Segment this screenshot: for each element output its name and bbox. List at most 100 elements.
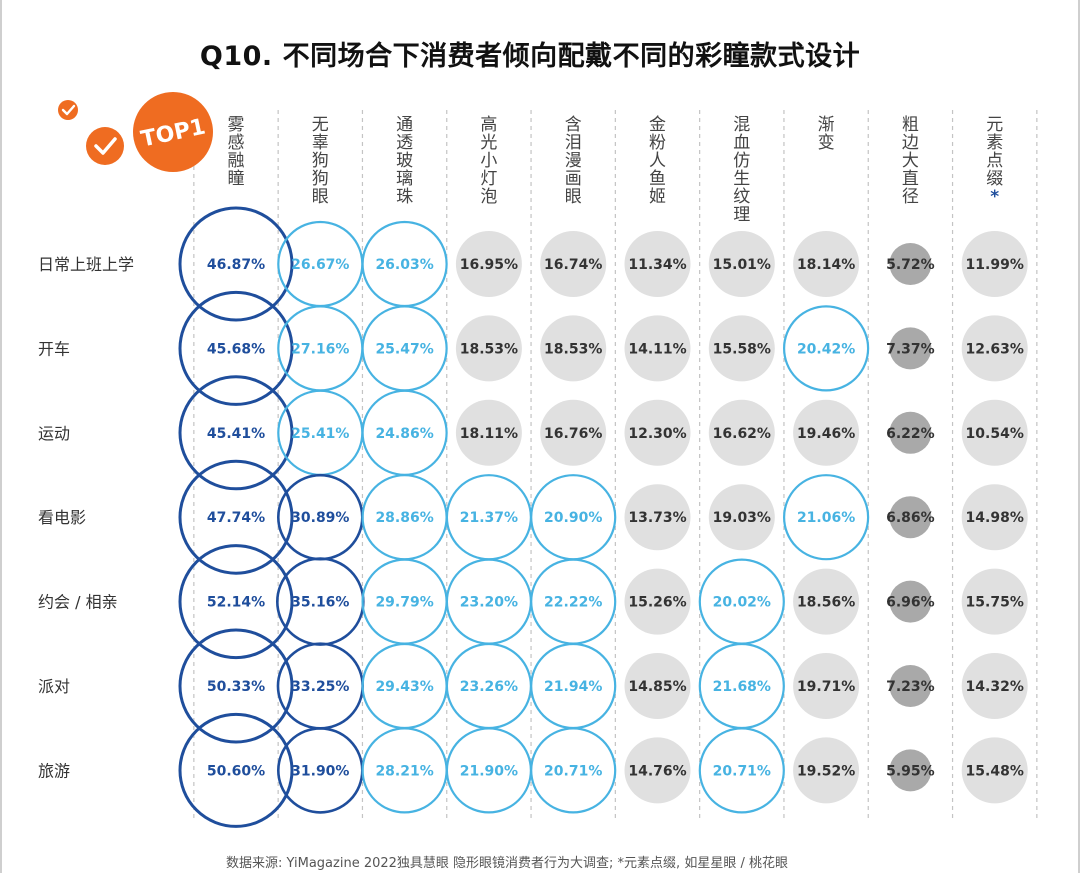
- value-circle-small: [889, 496, 932, 539]
- column-header: 金粉人鱼姬: [649, 115, 666, 207]
- value-label: 19.71%: [797, 679, 855, 695]
- value-circle-gray: [624, 484, 691, 551]
- value-circle-top3: [782, 474, 870, 561]
- value-label: 18.53%: [544, 341, 602, 357]
- value-label: 20.90%: [544, 510, 602, 526]
- value-circle-gray: [624, 231, 691, 297]
- row-label: 运动: [38, 424, 70, 443]
- value-label: 46.87%: [207, 257, 265, 273]
- value-label: 14.11%: [628, 341, 686, 357]
- value-circle-top1: [178, 290, 294, 406]
- value-circle-gray: [708, 231, 775, 297]
- value-label: 33.25%: [291, 679, 349, 695]
- chart-title: Q10. 不同场合下消费者倾向配戴不同的彩瞳款式设计: [199, 41, 861, 72]
- value-label: 6.96%: [886, 595, 935, 611]
- value-circle-gray: [624, 315, 691, 382]
- value-label: 20.71%: [713, 763, 771, 779]
- value-label: 20.42%: [797, 341, 855, 357]
- value-label: 21.06%: [797, 510, 855, 526]
- value-label: 18.14%: [797, 257, 855, 273]
- value-label: 15.01%: [713, 257, 771, 273]
- value-label: 14.85%: [628, 679, 686, 695]
- value-label: 45.68%: [207, 341, 265, 357]
- value-circle-top1: [178, 375, 294, 491]
- value-label: 7.23%: [886, 679, 935, 695]
- value-circle-gray: [793, 653, 860, 719]
- value-circle-gray: [793, 737, 860, 804]
- value-label: 18.53%: [460, 341, 518, 357]
- row-label: 开车: [38, 339, 70, 358]
- value-circle-top3: [782, 305, 870, 392]
- value-circle-gray: [455, 315, 522, 382]
- value-label: 12.63%: [966, 341, 1024, 357]
- value-label: 18.11%: [460, 426, 518, 442]
- column-header: 含泪漫画眼: [565, 115, 582, 207]
- value-circle-gray: [961, 231, 1028, 297]
- value-circle-gray: [540, 315, 607, 382]
- column-header: 粗边大直径: [902, 115, 919, 207]
- value-label: 20.71%: [544, 763, 602, 779]
- value-label: 45.41%: [207, 426, 265, 442]
- check-small-mark: [61, 104, 76, 116]
- value-label: 14.32%: [966, 679, 1024, 695]
- value-label: 52.14%: [207, 595, 265, 611]
- value-circle-small: [889, 243, 932, 285]
- value-circle-small: [889, 411, 932, 454]
- value-circle-gray: [455, 231, 522, 297]
- row-label: 看电影: [38, 508, 86, 527]
- value-label: 26.03%: [375, 257, 433, 273]
- value-label: 23.26%: [460, 679, 518, 695]
- value-circle-gray: [961, 399, 1028, 466]
- row-label: 旅游: [38, 761, 70, 780]
- column-header: 混血仿生纹理: [733, 115, 750, 225]
- value-label: 20.02%: [713, 595, 771, 611]
- column-header: 雾感融瞳: [228, 115, 245, 189]
- column-header: 元素点缀*: [986, 115, 1003, 207]
- row-label: 派对: [38, 677, 70, 696]
- value-label: 30.89%: [291, 510, 349, 526]
- value-label: 21.37%: [460, 510, 518, 526]
- value-circle-small: [889, 327, 932, 370]
- value-circle-gray: [624, 737, 691, 804]
- value-label: 31.90%: [291, 763, 349, 779]
- row-label: 约会 / 相亲: [38, 593, 118, 612]
- value-circle-gray: [961, 653, 1028, 719]
- value-label: 11.34%: [628, 257, 686, 273]
- row-label: 日常上班上学: [38, 255, 134, 274]
- value-label: 25.47%: [375, 341, 433, 357]
- value-label: 16.76%: [544, 426, 602, 442]
- value-label: 6.22%: [886, 426, 935, 442]
- value-circle-top1: [178, 544, 294, 660]
- value-label: 29.79%: [375, 595, 433, 611]
- value-label: 26.67%: [291, 257, 349, 273]
- value-circle-gray: [708, 315, 775, 382]
- check-large-mark: [94, 137, 117, 155]
- value-label: 16.74%: [544, 257, 602, 273]
- value-label: 6.86%: [886, 510, 935, 526]
- value-circle-small: [889, 749, 932, 792]
- value-label: 19.52%: [797, 763, 855, 779]
- value-circle-gray: [624, 568, 691, 635]
- top1-badge: TOP1: [58, 92, 213, 172]
- value-label: 15.48%: [966, 763, 1024, 779]
- value-circle-gray: [793, 568, 860, 635]
- value-label: 50.33%: [207, 679, 265, 695]
- value-label: 7.37%: [886, 341, 935, 357]
- value-circle-gray: [961, 484, 1028, 551]
- value-label: 11.99%: [966, 257, 1024, 273]
- value-label: 24.86%: [375, 426, 433, 442]
- column-header: 渐变: [818, 115, 835, 153]
- value-label: 23.20%: [460, 595, 518, 611]
- top1-circle: [133, 92, 213, 172]
- value-label: 50.60%: [207, 763, 265, 779]
- check-small-icon: [58, 100, 78, 120]
- value-label: 21.90%: [460, 763, 518, 779]
- value-circle-gray: [624, 399, 691, 466]
- value-label: 10.54%: [966, 426, 1024, 442]
- value-label: 18.56%: [797, 595, 855, 611]
- value-label: 28.21%: [375, 763, 433, 779]
- value-circle-small: [889, 580, 932, 623]
- value-circle-gray: [793, 231, 860, 297]
